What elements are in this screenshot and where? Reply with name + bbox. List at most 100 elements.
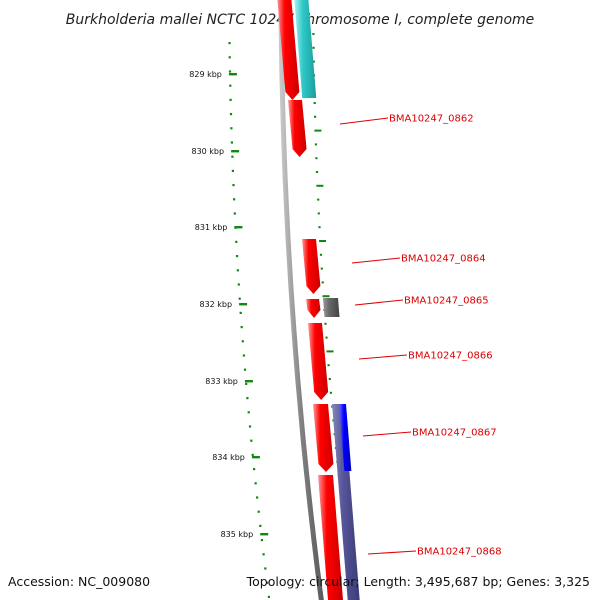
gene-label[interactable]: BMA10247_0865 <box>404 296 489 307</box>
accession-text: Accession: NC_009080 <box>8 574 150 589</box>
gene-block[interactable] <box>332 404 360 600</box>
gc-skew-mark <box>314 115 317 118</box>
gc-skew-mark <box>312 33 315 35</box>
gene-label[interactable]: BMA10247_0867 <box>412 428 497 439</box>
gc-skew-mark <box>314 143 317 146</box>
gene-label[interactable]: BMA10247_0868 <box>417 547 502 558</box>
gc-skew-mark <box>257 510 260 513</box>
gc-skew-mark <box>247 411 250 414</box>
gene-block[interactable] <box>318 475 343 600</box>
gc-skew-mark <box>315 157 318 160</box>
gc-skew-mark <box>256 496 259 499</box>
tick-label: 829 kbp <box>189 70 222 79</box>
gc-skew-mark <box>317 212 320 215</box>
gc-skew-mark <box>236 255 239 258</box>
gc-skew-mark <box>262 553 265 556</box>
gc-skew-mark <box>319 240 327 242</box>
tick-mark <box>260 533 269 536</box>
gc-skew-mark <box>232 184 235 187</box>
tick-label: 832 kbp <box>199 300 232 309</box>
gc-skew-mark <box>320 267 323 270</box>
position-ticks: 829 kbp 830 kbp 831 kbp 832 kbp 833 kbp 834 k… <box>189 70 269 539</box>
gc-skew-mark <box>238 297 241 300</box>
gene-block[interactable] <box>323 298 340 317</box>
tick-mark <box>228 73 237 76</box>
tick-label: 833 kbp <box>205 377 238 386</box>
tick-label: 830 kbp <box>191 147 224 156</box>
gc-skew-mark <box>319 253 323 256</box>
gc-skew-mark <box>231 155 234 158</box>
gc-skew-mark <box>313 102 316 104</box>
gc-skew-mark <box>237 283 240 286</box>
gc-skew-mark <box>233 198 236 201</box>
gc-skew-mark <box>228 56 231 59</box>
gc-skew-mark <box>243 368 247 371</box>
gc-skew-mark <box>251 453 254 456</box>
gc-skew-mark <box>329 391 332 394</box>
gc-skew-mark <box>312 46 315 49</box>
gc-skew-mark <box>241 340 244 343</box>
gc-skew-mark <box>315 171 319 173</box>
gene-label-leader <box>367 550 417 555</box>
gc-skew-mark <box>229 98 232 101</box>
gene-block[interactable] <box>339 404 352 471</box>
gc-skew-mark <box>267 595 270 598</box>
chromosome-backbone <box>278 0 324 600</box>
tick-label: 834 kbp <box>212 453 245 462</box>
gc-skew-mark <box>327 364 330 367</box>
gc-skew-mark <box>328 378 331 380</box>
gene-label-leader <box>339 117 389 125</box>
tick-mark <box>234 226 243 229</box>
gene-block[interactable] <box>277 0 300 100</box>
gc-skew-mark <box>228 42 231 45</box>
gc-skew-mark <box>236 269 239 272</box>
gc-skew-mark <box>231 169 234 172</box>
gc-skew-mark <box>266 581 269 584</box>
gene-label-leader <box>362 431 412 437</box>
gene-label-leader <box>358 354 408 360</box>
gc-skew-mark <box>248 425 252 428</box>
tick-label: 831 kbp <box>195 223 228 232</box>
gc-skew-mark <box>235 240 238 243</box>
gc-skew-mark <box>264 567 267 570</box>
gene-features <box>277 0 360 600</box>
gc-skew-mark <box>250 439 253 442</box>
gc-skew-mark <box>321 281 324 284</box>
gc-skew-mark <box>259 524 262 527</box>
gene-block[interactable] <box>308 323 329 400</box>
gc-skew-mark <box>254 482 257 485</box>
gc-skew-mark <box>326 350 334 353</box>
gc-skew-mark <box>233 212 236 215</box>
gene-block[interactable] <box>302 239 321 294</box>
gc-skew-mark <box>230 141 233 144</box>
gene-label[interactable]: BMA10247_0862 <box>389 114 474 125</box>
gc-skew-mark <box>239 311 242 314</box>
gene-block[interactable] <box>306 299 321 318</box>
gc-skew-mark <box>317 198 320 201</box>
tick-label: 835 kbp <box>221 530 254 539</box>
gc-skew-mark <box>318 226 321 229</box>
gene-label[interactable]: BMA10247_0866 <box>408 351 493 362</box>
gene-label-leader <box>351 257 401 264</box>
gc-skew-mark <box>245 382 248 385</box>
gene-block[interactable] <box>294 0 317 98</box>
gc-skew-mark <box>240 326 243 329</box>
gc-skew-mark <box>228 70 232 73</box>
tick-mark <box>231 150 240 153</box>
gc-skew-mark <box>229 84 232 87</box>
tick-mark <box>244 380 253 383</box>
gc-skew-mark <box>325 336 328 339</box>
gene-label-leader <box>354 299 404 306</box>
gene-label[interactable]: BMA10247_0864 <box>401 254 486 265</box>
tick-mark <box>239 303 248 306</box>
gene-block[interactable] <box>288 100 307 157</box>
gc-skew-mark <box>229 113 233 116</box>
gc-skew-mark <box>260 539 263 542</box>
gene-block[interactable] <box>313 404 334 472</box>
gc-skew-mark <box>324 322 327 325</box>
genome-stats-text: Topology: circular; Length: 3,495,687 bp… <box>246 574 590 589</box>
tick-mark <box>251 456 260 459</box>
gc-skew-mark <box>314 129 322 132</box>
